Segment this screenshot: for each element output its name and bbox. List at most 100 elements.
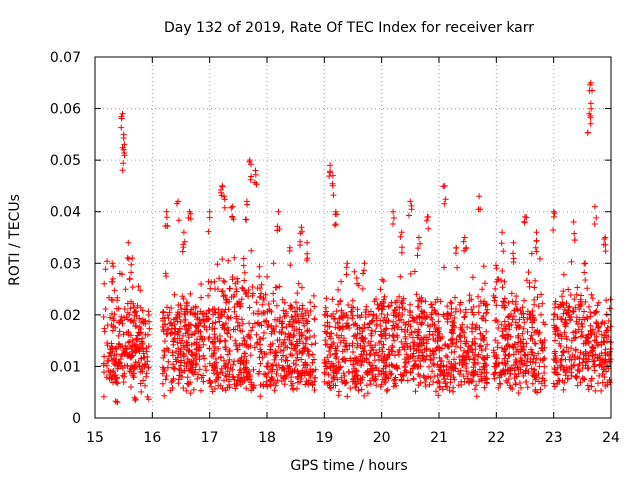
data-point [184,374,191,381]
data-point [144,358,151,365]
data-point [492,294,499,301]
data-point [444,310,451,317]
data-point [215,345,222,352]
data-point [365,339,372,346]
data-point [224,330,231,337]
data-point [398,299,405,306]
data-point [283,372,290,379]
data-point [480,263,487,270]
data-point [591,357,598,364]
data-point [267,382,274,389]
data-point [470,355,477,362]
data-point [133,336,140,343]
data-point [200,352,207,359]
data-point [296,306,303,313]
data-point [518,384,524,391]
data-point [531,329,538,336]
data-point [116,319,123,326]
data-point [163,372,170,379]
data-point [396,304,403,311]
data-point [353,275,360,281]
data-point [461,234,468,241]
data-point [390,310,397,316]
data-point [342,340,349,347]
data-point [508,321,515,328]
data-point [178,346,184,353]
data-point [311,332,318,339]
plot-frame [94,56,612,419]
data-point [427,352,434,359]
data-point [471,356,478,363]
data-point [262,291,269,298]
data-point [284,357,291,364]
data-point [565,375,571,382]
data-point [287,302,294,309]
data-point [346,369,352,376]
data-point [514,346,521,353]
data-point [423,217,430,224]
data-point [112,398,119,405]
data-point [196,366,203,373]
data-point [256,273,263,280]
data-point [562,356,569,363]
data-point [175,345,182,352]
data-point [500,298,507,305]
data-point [454,264,461,271]
data-point [103,374,110,381]
data-point [390,322,397,329]
data-point [401,306,408,313]
data-point [484,352,491,359]
data-point [496,380,503,387]
data-point [264,273,271,280]
data-point [322,328,328,335]
data-point [571,354,578,360]
data-point [140,377,147,384]
data-point [560,386,567,393]
data-point [302,334,309,341]
data-point [231,254,238,261]
data-point [166,309,173,316]
data-point [351,373,358,380]
y-tick-label: 0.03 [50,256,81,272]
data-point [541,370,548,376]
data-point [206,345,213,352]
data-point [426,381,433,388]
data-point [538,344,545,351]
data-point [122,342,129,349]
data-point [358,312,365,318]
data-point [310,292,317,299]
data-point [177,340,184,347]
data-point [351,321,357,328]
data-point [201,355,208,362]
data-point [452,294,458,301]
data-point [136,315,143,322]
data-point [481,360,488,367]
data-point [358,334,365,341]
data-point [300,320,307,327]
data-point [573,329,579,336]
data-point [269,366,276,373]
data-point [270,361,277,368]
data-point [505,366,512,373]
data-point [327,169,334,176]
data-point [145,396,152,403]
data-point [482,346,489,352]
data-point [184,299,190,306]
data-point [170,364,177,371]
data-point [345,302,352,308]
data-point [483,301,490,308]
data-point [433,345,440,352]
data-point [297,242,303,249]
data-point [207,285,214,292]
data-point [290,316,297,323]
data-point [585,364,592,371]
data-point [519,330,526,337]
data-point [251,344,258,351]
data-point [588,383,595,390]
data-point [422,379,429,385]
data-point [294,354,301,361]
data-point [217,354,224,360]
data-point [456,333,463,340]
x-tick-label: 18 [258,430,276,446]
data-point [252,171,259,178]
